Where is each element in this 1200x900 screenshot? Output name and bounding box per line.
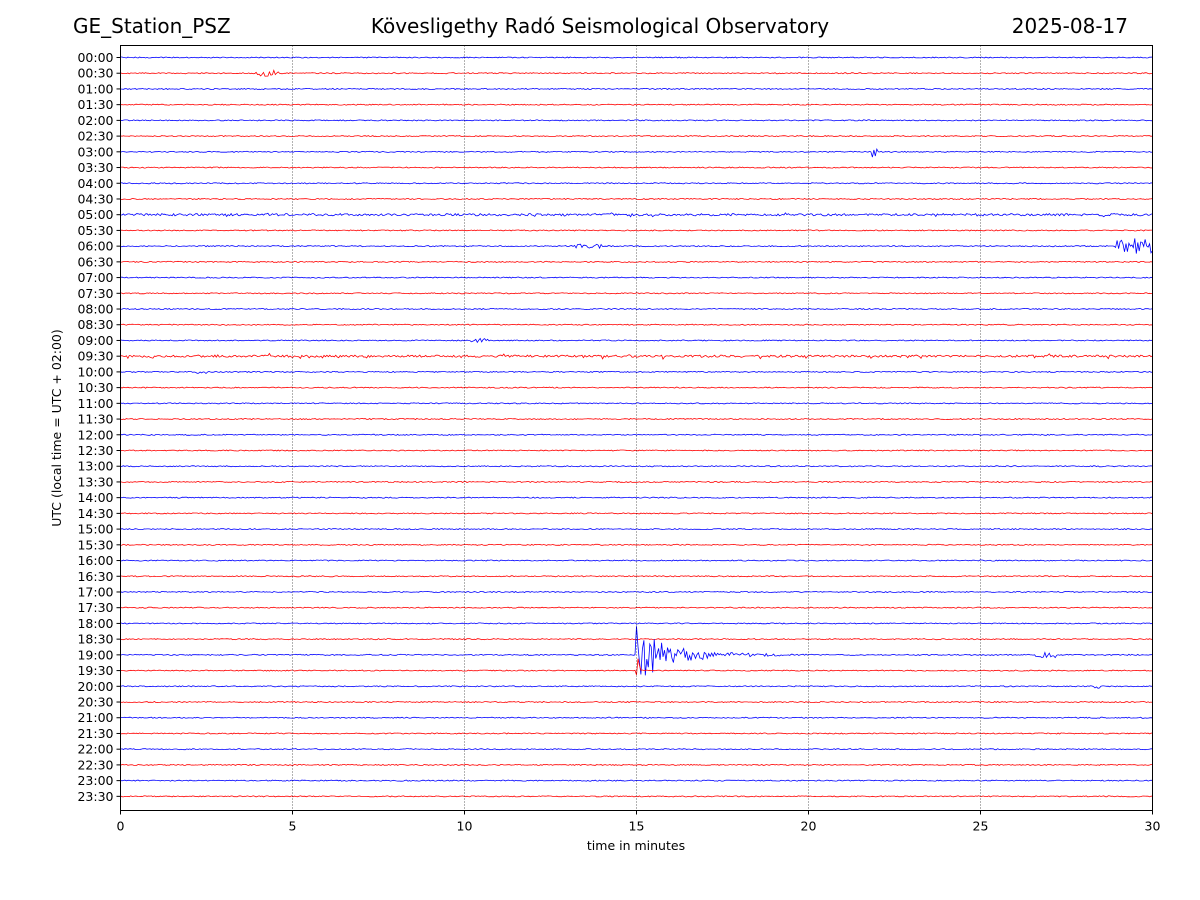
trace-line: [120, 626, 1153, 676]
y-tick-label: 12:30: [77, 443, 113, 458]
y-tick-label: 21:00: [77, 710, 113, 725]
trace-line: [120, 238, 1153, 254]
trace-line: [120, 229, 1153, 232]
y-tick-label: 22:00: [77, 742, 113, 757]
y-tick-label: 06:00: [77, 239, 113, 254]
y-tick-label: 14:00: [77, 490, 113, 505]
y-tick-label: 07:00: [77, 270, 113, 285]
y-tick-label: 09:00: [77, 333, 113, 348]
trace-line: [120, 166, 1153, 169]
y-tick-label: 16:00: [77, 553, 113, 568]
y-axis-label: UTC (local time = UTC + 02:00): [49, 329, 64, 527]
y-tick-label: 05:30: [77, 223, 113, 238]
y-tick-label: 03:30: [77, 160, 113, 175]
y-tick-label: 13:00: [77, 459, 113, 474]
y-tick-label: 22:30: [77, 757, 113, 772]
station-name: GE_Station_PSZ: [73, 14, 231, 38]
trace-line: [120, 512, 1153, 515]
trace-line: [120, 87, 1153, 90]
trace-line: [120, 418, 1153, 421]
trace-line: [120, 370, 1153, 375]
y-tick-label: 23:30: [77, 789, 113, 804]
y-tick-label: 10:00: [77, 364, 113, 379]
y-tick-label: 18:30: [77, 632, 113, 647]
x-tick-label: 0: [117, 819, 125, 834]
trace-line: [120, 480, 1153, 483]
y-tick-label: 09:30: [77, 349, 113, 364]
y-tick-label: 15:30: [77, 537, 113, 552]
trace-line: [120, 352, 1153, 360]
trace-line: [120, 748, 1153, 751]
y-tick-label: 05:00: [77, 207, 113, 222]
y-tick-label: 11:00: [77, 396, 113, 411]
y-tick-label: 14:30: [77, 506, 113, 521]
y-tick-label: 02:00: [77, 113, 113, 128]
y-tick-label: 02:30: [77, 129, 113, 144]
y-tick-label: 19:30: [77, 663, 113, 678]
x-tick-label: 25: [973, 819, 989, 834]
trace-line: [120, 638, 1153, 641]
y-tick-label: 01:00: [77, 81, 113, 96]
y-tick-label: 04:00: [77, 176, 113, 191]
trace-line: [120, 559, 1153, 562]
x-axis-label: time in minutes: [587, 838, 685, 853]
y-tick-label: 03:00: [77, 144, 113, 159]
y-tick-label: 01:30: [77, 97, 113, 112]
y-tick-label: 11:30: [77, 412, 113, 427]
y-tick-label: 07:30: [77, 286, 113, 301]
trace-line: [120, 308, 1153, 311]
y-tick-layer: 00:0000:3001:0001:3002:0002:3003:0003:30…: [77, 50, 121, 804]
x-tick-label: 30: [1145, 819, 1161, 834]
trace-line: [120, 496, 1153, 499]
chart-title: Kövesligethy Radó Seismological Observat…: [370, 14, 830, 38]
trace-line: [120, 685, 1153, 689]
y-tick-label: 10:30: [77, 380, 113, 395]
y-tick-label: 08:30: [77, 317, 113, 332]
y-tick-label: 21:30: [77, 726, 113, 741]
y-tick-label: 00:00: [77, 50, 113, 65]
y-tick-label: 16:30: [77, 569, 113, 584]
chart-date: 2025-08-17: [1011, 14, 1128, 38]
y-tick-label: 04:30: [77, 191, 113, 206]
y-tick-label: 20:00: [77, 679, 113, 694]
y-tick-label: 13:30: [77, 474, 113, 489]
y-tick-label: 18:00: [77, 616, 113, 631]
trace-line: [120, 763, 1153, 766]
x-tick-label: 5: [289, 819, 297, 834]
trace-line: [120, 433, 1153, 436]
y-tick-label: 17:30: [77, 600, 113, 615]
y-tick-label: 23:00: [77, 773, 113, 788]
y-tick-label: 17:00: [77, 584, 113, 599]
y-tick-label: 00:30: [77, 66, 113, 81]
trace-line: [120, 543, 1153, 546]
y-tick-label: 20:30: [77, 695, 113, 710]
trace-line: [120, 212, 1153, 218]
y-tick-label: 15:00: [77, 522, 113, 537]
x-tick-label: 20: [801, 819, 817, 834]
trace-line: [120, 147, 1153, 158]
trace-line: [120, 701, 1153, 704]
trace-line: [120, 622, 1153, 625]
x-tick-label: 10: [457, 819, 473, 834]
y-tick-label: 19:00: [77, 647, 113, 662]
trace-line: [120, 103, 1153, 106]
grid-layer: [292, 45, 981, 811]
y-tick-label: 08:00: [77, 302, 113, 317]
trace-line: [120, 292, 1153, 295]
x-tick-label: 15: [629, 819, 645, 834]
y-tick-label: 12:00: [77, 427, 113, 442]
y-tick-label: 06:30: [77, 254, 113, 269]
x-tick-layer: 0 5 10 15 20 25 30: [117, 810, 1161, 834]
